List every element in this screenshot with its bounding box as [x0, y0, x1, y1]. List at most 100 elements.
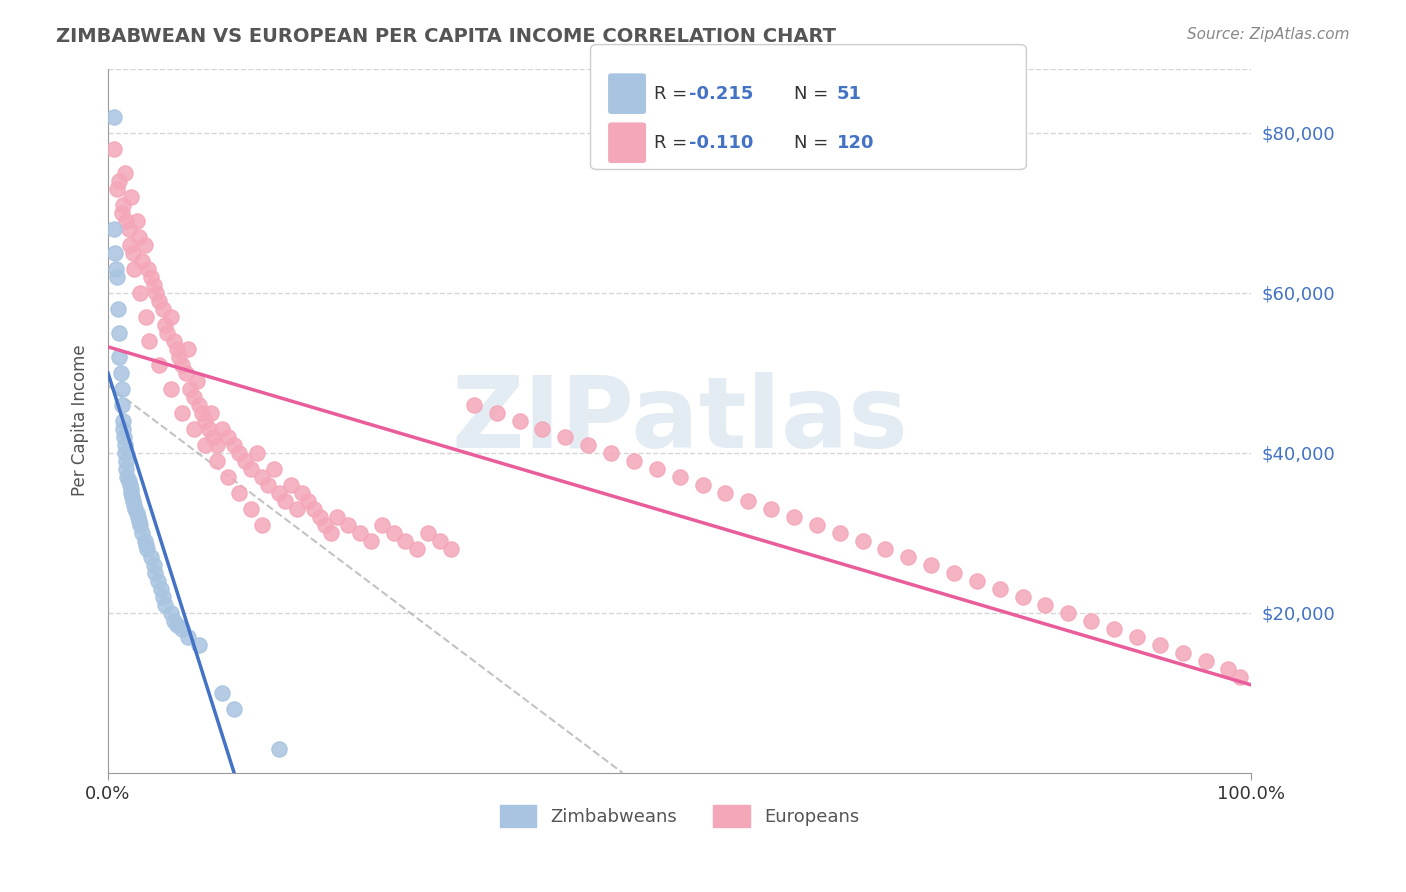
- Point: [183, 422, 205, 436]
- Point: [252, 469, 274, 483]
- Point: [252, 517, 274, 532]
- Point: [134, 237, 156, 252]
- Point: [280, 477, 302, 491]
- Point: [1218, 662, 1240, 676]
- Point: [349, 525, 371, 540]
- Text: -0.110: -0.110: [689, 134, 754, 152]
- Text: R =: R =: [654, 85, 693, 103]
- Point: [135, 310, 157, 324]
- Point: [337, 517, 360, 532]
- Point: [142, 277, 165, 292]
- Point: [127, 509, 149, 524]
- Point: [111, 422, 134, 436]
- Point: [105, 269, 128, 284]
- Point: [148, 358, 170, 372]
- Point: [152, 590, 174, 604]
- Point: [188, 638, 211, 652]
- Point: [163, 614, 186, 628]
- Point: [103, 110, 125, 124]
- Point: [166, 617, 188, 632]
- Point: [233, 453, 256, 467]
- Point: [141, 549, 163, 564]
- Point: [1194, 654, 1216, 668]
- Point: [645, 461, 668, 475]
- Point: [121, 490, 143, 504]
- Point: [228, 485, 250, 500]
- Point: [217, 469, 239, 483]
- Point: [124, 261, 146, 276]
- Text: N =: N =: [794, 134, 834, 152]
- Point: [114, 165, 136, 179]
- Point: [202, 430, 225, 444]
- Point: [205, 437, 228, 451]
- Point: [143, 566, 166, 580]
- Point: [135, 538, 157, 552]
- Point: [115, 461, 138, 475]
- Point: [291, 485, 314, 500]
- Point: [274, 493, 297, 508]
- Point: [105, 181, 128, 195]
- Point: [394, 533, 416, 548]
- Point: [103, 221, 125, 235]
- Point: [186, 374, 208, 388]
- Point: [160, 606, 183, 620]
- Point: [104, 245, 127, 260]
- Point: [200, 406, 222, 420]
- Point: [194, 437, 217, 451]
- Point: [107, 301, 129, 316]
- Point: [222, 437, 245, 451]
- Point: [509, 414, 531, 428]
- Point: [440, 541, 463, 556]
- Point: [160, 310, 183, 324]
- Point: [308, 509, 330, 524]
- Point: [122, 493, 145, 508]
- Point: [1126, 630, 1149, 644]
- Point: [152, 301, 174, 316]
- Point: [108, 350, 131, 364]
- Point: [135, 541, 157, 556]
- Point: [141, 269, 163, 284]
- Point: [114, 437, 136, 451]
- Point: [429, 533, 451, 548]
- Point: [188, 398, 211, 412]
- Point: [174, 366, 197, 380]
- Point: [239, 501, 262, 516]
- Point: [142, 558, 165, 572]
- Point: [302, 501, 325, 516]
- Point: [111, 197, 134, 211]
- Point: [851, 533, 873, 548]
- Text: ZIMBABWEAN VS EUROPEAN PER CAPITA INCOME CORRELATION CHART: ZIMBABWEAN VS EUROPEAN PER CAPITA INCOME…: [56, 27, 837, 45]
- Point: [129, 285, 152, 300]
- Point: [131, 525, 153, 540]
- Point: [297, 493, 319, 508]
- Point: [163, 334, 186, 348]
- Point: [211, 422, 233, 436]
- Point: [228, 445, 250, 459]
- Point: [897, 549, 920, 564]
- Point: [177, 630, 200, 644]
- Point: [263, 461, 285, 475]
- Point: [129, 517, 152, 532]
- Point: [554, 430, 576, 444]
- Point: [269, 741, 291, 756]
- Point: [153, 598, 176, 612]
- Point: [269, 485, 291, 500]
- Point: [828, 525, 851, 540]
- Point: [783, 509, 806, 524]
- Point: [360, 533, 382, 548]
- Point: [149, 582, 172, 596]
- Point: [1102, 622, 1125, 636]
- Point: [167, 350, 190, 364]
- Point: [120, 482, 142, 496]
- Point: [737, 493, 759, 508]
- Point: [136, 261, 159, 276]
- Point: [118, 237, 141, 252]
- Point: [108, 326, 131, 340]
- Point: [172, 406, 194, 420]
- Point: [117, 474, 139, 488]
- Text: 51: 51: [837, 85, 862, 103]
- Point: [124, 501, 146, 516]
- Point: [131, 253, 153, 268]
- Point: [463, 398, 485, 412]
- Text: 120: 120: [837, 134, 875, 152]
